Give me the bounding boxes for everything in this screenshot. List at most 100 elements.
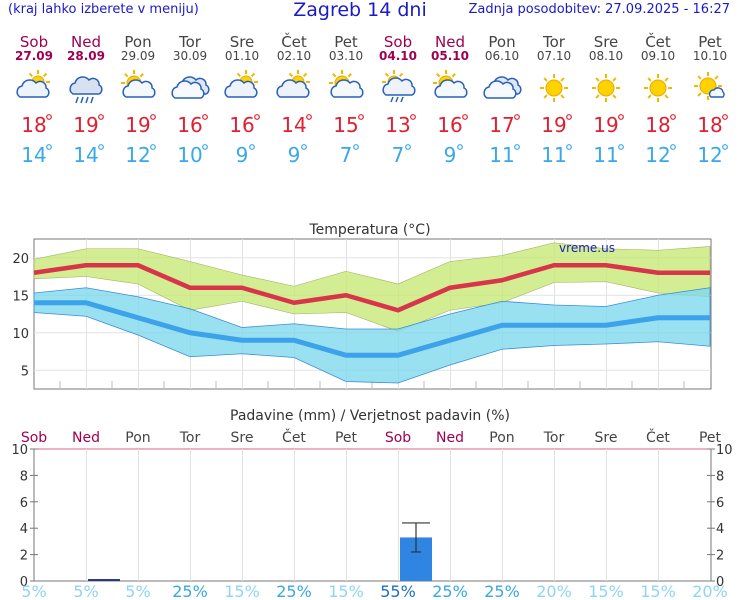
sun-ray bbox=[595, 77, 600, 82]
sun-icon bbox=[540, 74, 568, 102]
sun-ray bbox=[697, 92, 702, 97]
min-temperature: 11 bbox=[489, 143, 514, 167]
precip-day-label: Tor bbox=[179, 430, 201, 446]
day-name: Tor bbox=[178, 33, 202, 51]
min-temperature-range-band bbox=[33, 287, 711, 384]
sun-ray bbox=[647, 94, 652, 99]
cloud-shape bbox=[171, 80, 205, 99]
min-temperature: 7 bbox=[392, 143, 405, 167]
sun-disc bbox=[597, 79, 615, 97]
day-date: 02.10 bbox=[277, 49, 311, 63]
rain-drop bbox=[400, 96, 404, 103]
day-name: Sob bbox=[384, 33, 412, 51]
day-name: Pon bbox=[488, 33, 515, 51]
rain-drop bbox=[90, 96, 94, 104]
cloud-shape bbox=[382, 77, 416, 96]
precip-day-label: Sob bbox=[385, 430, 411, 446]
precipitation-plot-area bbox=[33, 448, 712, 582]
degree-icon bbox=[98, 114, 104, 120]
max-temperature: 18 bbox=[697, 113, 722, 137]
degree-icon bbox=[249, 144, 255, 150]
degree-icon bbox=[670, 114, 676, 120]
precip-probability: 20% bbox=[536, 582, 572, 600]
day-date: 28.09 bbox=[67, 49, 105, 63]
sun-disc bbox=[545, 79, 563, 97]
sun-ray bbox=[697, 75, 702, 80]
y-tick-label: 5 bbox=[21, 364, 29, 379]
degree-icon bbox=[514, 144, 520, 150]
precipitation-chart-title: Padavine (mm) / Verjetnost padavin (%) bbox=[230, 408, 510, 424]
sun-ray bbox=[398, 72, 404, 78]
precip-probability: 5% bbox=[73, 582, 98, 600]
cloud-shape bbox=[16, 79, 50, 98]
y-tick-label-right: 10 bbox=[716, 443, 733, 458]
cloudy-icon bbox=[171, 76, 210, 99]
min-temperature: 12 bbox=[125, 143, 150, 167]
precip-day-label: Sre bbox=[231, 430, 254, 446]
partly-cloudy-icon bbox=[224, 70, 258, 98]
degree-icon bbox=[722, 114, 728, 120]
sun-ray bbox=[560, 77, 565, 82]
cloud-shape bbox=[434, 79, 468, 98]
location-hint[interactable]: (kraj lahko izberete v meniju) bbox=[8, 2, 199, 17]
precip-probability: 15% bbox=[640, 582, 676, 600]
max-temperature: 16 bbox=[177, 113, 202, 137]
max-temperature: 18 bbox=[645, 113, 670, 137]
y-tick-label-left: 6 bbox=[20, 496, 28, 511]
max-temperature: 15 bbox=[333, 113, 358, 137]
sun-ray bbox=[347, 73, 352, 78]
y-tick-label-left: 4 bbox=[20, 522, 28, 537]
min-temperature: 11 bbox=[541, 143, 566, 167]
precipitation-probability-row: 5% 5% 5% 25% 15% 25% 15% 55% 25% 25% 20% 15% 15% 20% bbox=[21, 582, 727, 600]
max-temperature: 13 bbox=[385, 113, 410, 137]
page-title: Zagreb 14 dni bbox=[293, 0, 427, 21]
day-name: Ned bbox=[435, 33, 465, 51]
partly-cloudy-icon bbox=[16, 70, 50, 98]
degree-icon bbox=[46, 114, 52, 120]
y-tick-label: 15 bbox=[12, 289, 29, 304]
degree-icon bbox=[254, 114, 260, 120]
y-tick-label-right: 6 bbox=[716, 496, 724, 511]
day-date: 05.10 bbox=[431, 49, 469, 63]
y-tick-label-left: 10 bbox=[11, 443, 28, 458]
y-tick-label-left: 2 bbox=[20, 549, 28, 564]
precipitation-day-labels: Sob Ned Pon Tor Sre Čet Pet Sob Ned Pon Tor Sre Čet P… bbox=[21, 428, 722, 446]
cloud-shape bbox=[330, 79, 364, 98]
precip-day-label: Tor bbox=[543, 430, 565, 446]
day-name: Čet bbox=[281, 32, 307, 51]
precip-probability: 5% bbox=[21, 582, 46, 600]
sun-icon bbox=[592, 74, 620, 102]
sun-ray bbox=[543, 77, 548, 82]
cloudy-icon bbox=[483, 76, 522, 99]
day-date: 30.09 bbox=[173, 49, 207, 63]
day-name: Sre bbox=[594, 33, 619, 51]
y-tick-label: 10 bbox=[12, 327, 29, 342]
degree-icon bbox=[301, 144, 307, 150]
temperature-chart: 5 10 15 20 vreme.us bbox=[12, 238, 712, 390]
precip-probability: 5% bbox=[125, 582, 150, 600]
day-date: 29.09 bbox=[121, 49, 155, 63]
max-temperature: 19 bbox=[73, 113, 98, 137]
precip-probability: 25% bbox=[432, 582, 468, 600]
watermark: vreme.us bbox=[559, 241, 615, 255]
min-temperature: 14 bbox=[21, 143, 46, 167]
precip-probability: 25% bbox=[484, 582, 520, 600]
sun-disc bbox=[649, 79, 667, 97]
degree-icon bbox=[566, 114, 572, 120]
precip-probability: 15% bbox=[588, 582, 624, 600]
max-temperature: 18 bbox=[21, 113, 46, 137]
y-tick-label-right: 0 bbox=[716, 575, 724, 590]
day-name: Pon bbox=[124, 33, 151, 51]
max-temperature: 17 bbox=[489, 113, 514, 137]
precip-day-label: Ned bbox=[72, 430, 100, 446]
sun-ray bbox=[139, 73, 144, 78]
sun-ray bbox=[647, 77, 652, 82]
degree-icon bbox=[462, 114, 468, 120]
